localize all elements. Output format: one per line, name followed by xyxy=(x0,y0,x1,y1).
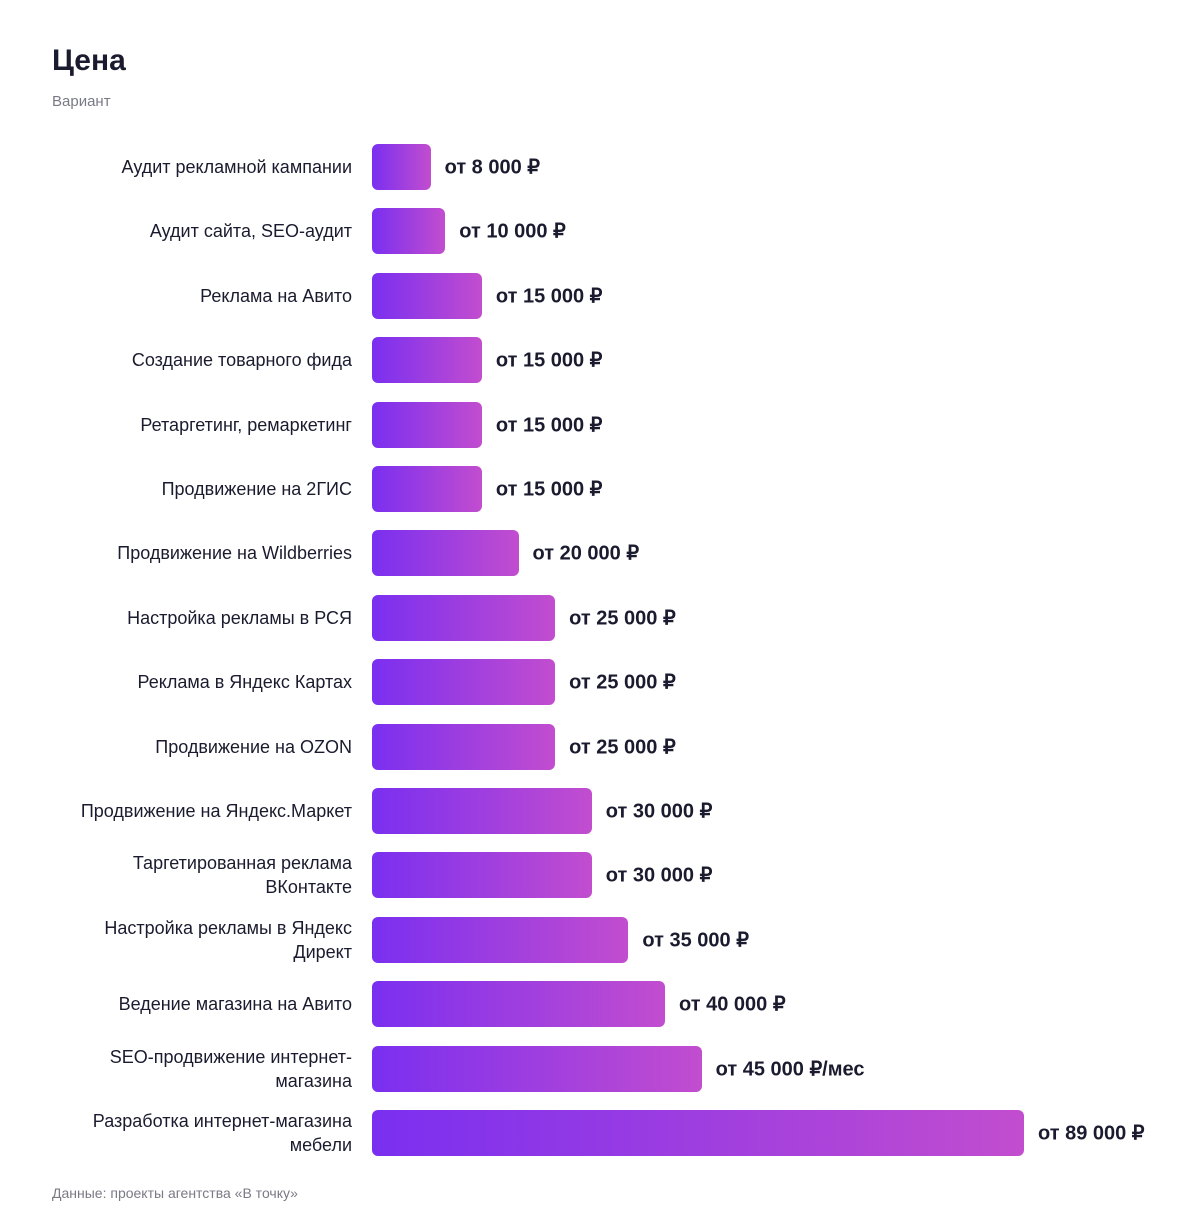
bar xyxy=(372,466,482,512)
value-label: от 30 000 ₽ xyxy=(605,800,713,823)
value-label: от 40 000 ₽ xyxy=(679,993,786,1016)
bar xyxy=(372,723,556,770)
category-label: Настройка рекламы в Яндекс Директ xyxy=(104,917,352,962)
category-label: Разработка интернет-магазина мебели xyxy=(92,1111,352,1155)
value-label: от 15 000 ₽ xyxy=(495,285,603,308)
category-label: Продвижение на Wildberries xyxy=(117,543,352,564)
value-label: от 35 000 ₽ xyxy=(642,929,749,952)
value-label: от 15 000 ₽ xyxy=(495,349,603,372)
value-label: от 25 000 ₽ xyxy=(569,607,676,630)
value-label: от 25 000 ₽ xyxy=(569,736,676,759)
category-label: SEO-продвижение интернет-магазина xyxy=(109,1046,352,1091)
bar xyxy=(372,208,446,255)
bar xyxy=(372,852,592,899)
bar xyxy=(372,401,482,448)
category-label: Реклама в Яндекс Картах xyxy=(137,672,352,693)
bar xyxy=(372,1045,702,1092)
bar xyxy=(372,981,666,1028)
category-label: Настройка рекламы в РСЯ xyxy=(127,607,352,628)
bar xyxy=(372,788,592,834)
value-label: от 20 000 ₽ xyxy=(532,542,640,565)
bar xyxy=(372,272,482,319)
bar xyxy=(372,916,629,963)
category-label: Аудит рекламной кампании xyxy=(121,157,352,177)
value-label: от 15 000 ₽ xyxy=(495,478,603,501)
value-label: от 89 000 ₽ xyxy=(1038,1122,1145,1145)
category-label: Таргетированная реклама ВКонтакте xyxy=(132,853,352,898)
category-label: Ретаргетинг, ремаркетинг xyxy=(140,414,352,435)
bar xyxy=(372,1110,1024,1156)
bar xyxy=(372,144,431,190)
category-label: Реклама на Авито xyxy=(200,285,352,306)
source-note: Данные: проекты агентства «В точку» xyxy=(52,1185,298,1201)
value-label: от 8 000 ₽ xyxy=(444,156,540,179)
bar xyxy=(372,659,556,706)
category-label: Ведение магазина на Авито xyxy=(118,994,352,1015)
category-label: Продвижение на Яндекс.Маркет xyxy=(80,801,352,821)
bar xyxy=(372,337,482,384)
category-label: Продвижение на 2ГИС xyxy=(161,479,352,499)
chart-subtitle: Вариант xyxy=(52,93,111,110)
chart-title: Цена xyxy=(52,44,126,77)
value-label: от 45 000 ₽/мес xyxy=(715,1058,865,1081)
category-label: Продвижение на OZON xyxy=(155,736,352,757)
value-label: от 30 000 ₽ xyxy=(605,864,713,887)
value-label: от 10 000 ₽ xyxy=(459,220,566,243)
value-label: от 25 000 ₽ xyxy=(569,671,676,694)
category-label: Создание товарного фида xyxy=(131,350,352,371)
value-label: от 15 000 ₽ xyxy=(495,414,603,437)
bar xyxy=(372,594,556,641)
bar xyxy=(372,530,519,577)
category-label: Аудит сайта, SEO-аудит xyxy=(149,221,352,242)
